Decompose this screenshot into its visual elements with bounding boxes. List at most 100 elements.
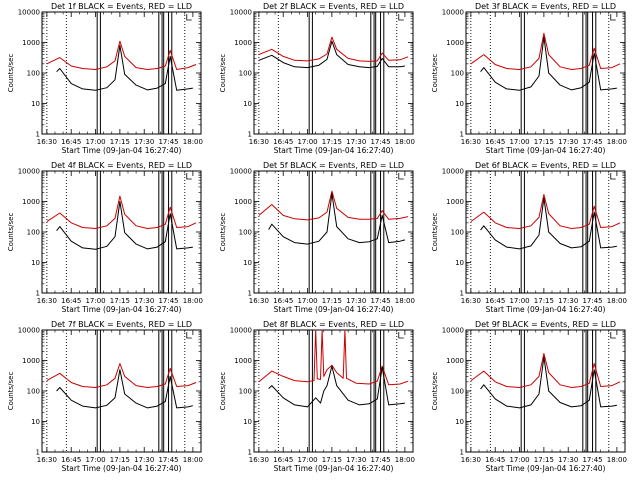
events-series-line (480, 356, 617, 409)
y-tick-label: 1000 (446, 39, 464, 47)
lld-series-line (470, 32, 621, 70)
x-tick-label: 17:45 (158, 456, 178, 464)
x-tick-label: 17:30 (558, 138, 578, 146)
x-tick-label: 18:00 (183, 456, 203, 464)
x-axis-label: Start Time (09-Jan-04 16:27:40) (274, 146, 394, 155)
x-tick-label: 18:00 (395, 138, 415, 146)
lld-series-line (470, 194, 621, 229)
panel-title: Det 3f BLACK = Events, RED = LLD (475, 2, 616, 11)
detector-panel: Det 1f BLACK = Events, RED = LLD 1 10 100 10… (7, 2, 203, 155)
lld-series-line (46, 40, 197, 70)
lld-series-line (470, 353, 621, 388)
x-tick-label: 18:00 (395, 456, 415, 464)
x-tick-label: 16:30 (37, 297, 57, 305)
y-tick-label: 10 (243, 100, 252, 108)
y-tick-label: 1 (248, 290, 252, 298)
x-tick-label: 17:00 (85, 138, 105, 146)
plot-frame (465, 170, 626, 294)
panel-title: Det 2f BLACK = Events, RED = LLD (263, 2, 404, 11)
y-tick-label: 1000 (446, 357, 464, 365)
y-tick-label: 1 (36, 449, 40, 457)
x-axis-label: Start Time (09-Jan-04 16:27:40) (62, 305, 182, 314)
x-tick-label: 16:45 (61, 456, 81, 464)
x-tick-label: 17:15 (534, 138, 554, 146)
x-axis-label: Start Time (09-Jan-04 16:27:40) (274, 305, 394, 314)
x-tick-label: 16:45 (485, 456, 505, 464)
panel-title: Det 7f BLACK = Events, RED = LLD (51, 320, 192, 329)
lld-series-line (46, 195, 197, 229)
x-tick-label: 17:15 (110, 138, 130, 146)
x-tick-label: 16:30 (37, 456, 57, 464)
plot-frame (253, 11, 414, 135)
y-tick-label: 100 (451, 388, 464, 396)
x-tick-label: 18:00 (607, 138, 627, 146)
detector-panel: Det 3f BLACK = Events, RED = LLD 1 10 100 10… (431, 2, 627, 155)
events-series-line (56, 369, 194, 409)
y-tick-label: 1 (460, 290, 464, 298)
y-tick-label: 1 (248, 449, 252, 457)
events-series-line (480, 197, 617, 250)
y-tick-label: 1000 (234, 357, 252, 365)
y-axis-label: Counts/sec (431, 213, 439, 252)
detector-panel: Det 2f BLACK = Events, RED = LLD 1 10 100 10… (219, 2, 415, 155)
x-tick-label: 17:30 (346, 456, 366, 464)
x-tick-label: 17:00 (297, 138, 317, 146)
y-tick-label: 1000 (234, 198, 252, 206)
y-tick-label: 10 (455, 259, 464, 267)
x-tick-label: 17:15 (322, 297, 342, 305)
panel-title: Det 9f BLACK = Events, RED = LLD (475, 320, 616, 329)
corner-bracket-mark (186, 332, 192, 339)
y-tick-label: 1 (36, 131, 40, 139)
panel-title: Det 8f BLACK = Events, RED = LLD (263, 320, 404, 329)
y-tick-label: 10000 (18, 168, 40, 176)
y-tick-label: 100 (27, 229, 40, 237)
x-tick-label: 18:00 (183, 297, 203, 305)
x-tick-label: 17:45 (370, 297, 390, 305)
y-tick-label: 100 (239, 70, 252, 78)
x-tick-label: 16:30 (461, 138, 481, 146)
detector-panel: Det 9f BLACK = Events, RED = LLD 1 10 100 10… (431, 320, 627, 473)
y-tick-label: 10000 (18, 9, 40, 17)
corner-bracket-mark (186, 14, 192, 21)
panel-title: Det 4f BLACK = Events, RED = LLD (51, 161, 192, 170)
y-tick-label: 1000 (446, 198, 464, 206)
y-tick-label: 100 (27, 70, 40, 78)
corner-bracket-mark (610, 14, 616, 21)
y-tick-label: 10 (243, 259, 252, 267)
x-tick-label: 16:30 (37, 138, 57, 146)
corner-bracket-mark (610, 332, 616, 339)
y-tick-label: 1000 (22, 198, 40, 206)
y-tick-label: 1000 (234, 39, 252, 47)
x-tick-label: 18:00 (183, 138, 203, 146)
detector-panel: Det 7f BLACK = Events, RED = LLD 1 10 100 10… (7, 320, 203, 473)
x-axis-label: Start Time (09-Jan-04 16:27:40) (486, 146, 606, 155)
y-tick-label: 1 (460, 449, 464, 457)
y-tick-label: 10 (455, 418, 464, 426)
x-tick-label: 16:45 (273, 138, 293, 146)
x-tick-label: 17:30 (346, 297, 366, 305)
x-tick-label: 16:30 (461, 456, 481, 464)
y-tick-label: 10000 (18, 327, 40, 335)
x-tick-label: 17:15 (322, 456, 342, 464)
x-tick-label: 17:30 (558, 297, 578, 305)
y-axis-label: Counts/sec (431, 372, 439, 411)
x-axis-label: Start Time (09-Jan-04 16:27:40) (274, 464, 394, 473)
x-axis-label: Start Time (09-Jan-04 16:27:40) (62, 146, 182, 155)
x-tick-label: 17:30 (134, 297, 154, 305)
x-axis-label: Start Time (09-Jan-04 16:27:40) (486, 464, 606, 473)
plot-frame (253, 329, 414, 453)
y-tick-label: 10 (455, 100, 464, 108)
y-tick-label: 100 (451, 229, 464, 237)
x-tick-label: 17:30 (134, 456, 154, 464)
x-tick-label: 17:15 (110, 456, 130, 464)
y-axis-label: Counts/sec (7, 372, 15, 411)
corner-bracket-mark (398, 173, 404, 180)
x-tick-label: 17:45 (582, 297, 602, 305)
detector-panel: Det 5f BLACK = Events, RED = LLD 1 10 100 10… (219, 161, 415, 314)
corner-bracket-mark (610, 173, 616, 180)
panel-title: Det 6f BLACK = Events, RED = LLD (475, 161, 616, 170)
x-tick-label: 17:15 (322, 138, 342, 146)
x-tick-label: 16:45 (485, 138, 505, 146)
x-tick-label: 17:00 (509, 456, 529, 464)
plot-frame (41, 329, 202, 453)
